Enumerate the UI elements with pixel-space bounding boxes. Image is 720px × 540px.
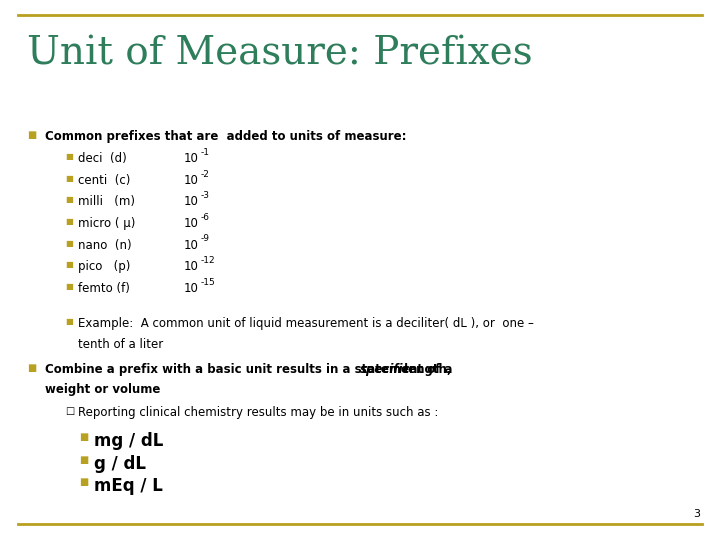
Text: ■: ■: [65, 217, 73, 226]
Text: ■: ■: [79, 477, 89, 488]
Text: ■: ■: [27, 130, 37, 140]
Text: g / dL: g / dL: [94, 455, 145, 472]
Text: 10: 10: [184, 152, 199, 165]
Text: nano  (n): nano (n): [78, 239, 131, 252]
Text: femto (f): femto (f): [78, 282, 130, 295]
Text: Example:  A common unit of liquid measurement is a deciliter( dL ), or  one –: Example: A common unit of liquid measure…: [78, 317, 534, 330]
Text: -6: -6: [201, 213, 210, 222]
Text: length,: length,: [400, 363, 452, 376]
Text: deci  (d): deci (d): [78, 152, 127, 165]
Text: mEq / L: mEq / L: [94, 477, 163, 495]
Text: ■: ■: [65, 317, 73, 326]
Text: Unit of Measure: Prefixes: Unit of Measure: Prefixes: [27, 35, 533, 72]
Text: 10: 10: [184, 195, 199, 208]
Text: mg / dL: mg / dL: [94, 432, 163, 450]
Text: 10: 10: [184, 260, 199, 273]
Text: -15: -15: [201, 278, 215, 287]
Text: ■: ■: [65, 239, 73, 248]
Text: 10: 10: [184, 174, 199, 187]
Text: tenth of a liter: tenth of a liter: [78, 338, 163, 350]
Text: ■: ■: [65, 174, 73, 183]
Text: pico   (p): pico (p): [78, 260, 130, 273]
Text: 3: 3: [693, 509, 700, 519]
Text: ■: ■: [27, 363, 37, 373]
Text: specific: specific: [360, 363, 411, 376]
Text: -3: -3: [201, 191, 210, 200]
Text: micro ( μ): micro ( μ): [78, 217, 135, 230]
Text: ■: ■: [65, 282, 73, 291]
Text: 10: 10: [184, 239, 199, 252]
Text: Combine a prefix with a basic unit results in a statement of a: Combine a prefix with a basic unit resul…: [45, 363, 457, 376]
Text: ■: ■: [79, 455, 89, 465]
Text: -9: -9: [201, 234, 210, 244]
Text: Common prefixes that are  added to units of measure:: Common prefixes that are added to units …: [45, 130, 407, 143]
Text: weight or volume: weight or volume: [45, 383, 161, 396]
Text: -1: -1: [201, 148, 210, 157]
Text: ■: ■: [79, 432, 89, 442]
Text: centi  (c): centi (c): [78, 174, 130, 187]
Text: 10: 10: [184, 217, 199, 230]
Text: milli   (m): milli (m): [78, 195, 135, 208]
Text: □: □: [65, 406, 74, 416]
Text: ■: ■: [65, 152, 73, 161]
Text: -12: -12: [201, 256, 215, 265]
Text: 10: 10: [184, 282, 199, 295]
Text: Reporting clinical chemistry results may be in units such as :: Reporting clinical chemistry results may…: [78, 406, 438, 419]
Text: ■: ■: [65, 260, 73, 269]
Text: -2: -2: [201, 170, 210, 179]
Text: ■: ■: [65, 195, 73, 205]
